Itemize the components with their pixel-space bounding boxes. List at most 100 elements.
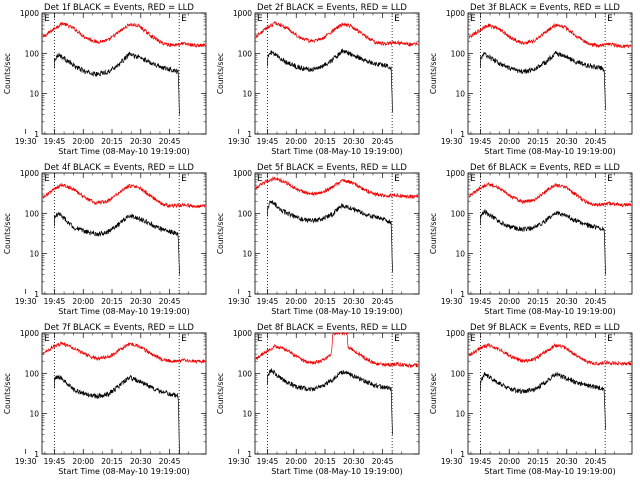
x-tick-label: 20:30 <box>343 457 365 466</box>
x-tick-label: 19:45 <box>470 137 492 146</box>
x-axis-label: Start Time (08-May-10 19:19:00) <box>484 467 615 476</box>
x-tick-label: 20:45 <box>585 297 607 306</box>
x-tick-label: 20:00 <box>498 137 520 146</box>
marker-label-left: E <box>257 334 263 344</box>
axis-box <box>41 12 207 135</box>
y-tick-label: 10 <box>455 250 465 259</box>
detector-panel-2: Det 2f BLACK = Events, RED = LLD 19:30 19:… <box>213 0 426 160</box>
axis-box <box>254 332 420 455</box>
x-axis-label: Start Time (08-May-10 19:19:00) <box>271 467 402 476</box>
x-tick-label: 20:45 <box>372 297 394 306</box>
x-tick-label: 20:15 <box>314 137 336 146</box>
x-axis-label: Start Time (08-May-10 19:19:00) <box>484 307 615 316</box>
detector-panel-4: Det 4f BLACK = Events, RED = LLD 19:30 19:… <box>0 160 213 320</box>
marker-label-right: E <box>607 174 613 184</box>
x-axis-label: Start Time (08-May-10 19:19:00) <box>58 307 189 316</box>
x-tick-label: 19:45 <box>257 137 279 146</box>
y-tick-label: 1000 <box>446 9 465 18</box>
y-tick-label: 100 <box>238 369 253 378</box>
x-tick-label: 20:45 <box>159 297 181 306</box>
marker-label-right: E <box>181 334 187 344</box>
axis-box <box>467 12 633 135</box>
x-tick-label: 19:45 <box>470 297 492 306</box>
detector-panel-svg: Det 1f BLACK = Events, RED = LLD 19:30 19:… <box>3 3 207 156</box>
events-series-line <box>54 374 180 455</box>
events-series-line <box>267 48 393 113</box>
detector-panel-7: Det 7f BLACK = Events, RED = LLD 19:30 19:… <box>0 320 213 480</box>
y-tick-label: 1000 <box>20 9 39 18</box>
axis-box <box>254 172 420 295</box>
y-tick-label: 1 <box>460 130 465 139</box>
y-tick-label: 10 <box>29 250 39 259</box>
y-axis-label: Counts/sec <box>216 373 225 414</box>
detector-panel-svg: Det 5f BLACK = Events, RED = LLD 19:30 19:… <box>216 163 420 316</box>
marker-label-left: E <box>470 14 476 24</box>
y-tick-label: 100 <box>451 209 466 218</box>
x-tick-label: 20:15 <box>527 457 549 466</box>
detector-panel-svg: Det 9f BLACK = Events, RED = LLD 19:30 19:… <box>429 323 633 476</box>
marker-label-right: E <box>394 174 400 184</box>
chart-title: Det 1f BLACK = Events, RED = LLD <box>44 3 194 13</box>
x-tick-label: 19:30 <box>15 297 37 306</box>
marker-label-left: E <box>257 174 263 184</box>
events-series-line <box>480 208 606 275</box>
x-tick-label: 20:00 <box>72 137 94 146</box>
y-axis-label: Counts/sec <box>216 213 225 254</box>
detector-panel-3: Det 3f BLACK = Events, RED = LLD 19:30 19:… <box>426 0 639 160</box>
chart-title: Det 7f BLACK = Events, RED = LLD <box>44 323 194 333</box>
marker-label-left: E <box>44 174 50 184</box>
x-tick-label: 20:30 <box>343 137 365 146</box>
detector-panel-1: Det 1f BLACK = Events, RED = LLD 19:30 19:… <box>0 0 213 160</box>
marker-label-right: E <box>181 14 187 24</box>
x-tick-label: 19:45 <box>44 457 66 466</box>
chart-title: Det 3f BLACK = Events, RED = LLD <box>470 3 620 13</box>
x-tick-label: 20:15 <box>101 137 123 146</box>
axis-box <box>254 12 420 135</box>
x-tick-label: 20:00 <box>72 297 94 306</box>
axis-box <box>41 172 207 295</box>
axis-box <box>41 332 207 455</box>
chart-title: Det 5f BLACK = Events, RED = LLD <box>257 163 407 173</box>
lld-series-line <box>255 20 419 48</box>
x-tick-label: 20:00 <box>285 137 307 146</box>
y-tick-label: 1 <box>460 450 465 459</box>
x-tick-label: 20:30 <box>130 457 152 466</box>
lld-series-line <box>42 21 206 49</box>
x-axis-label: Start Time (08-May-10 19:19:00) <box>271 307 402 316</box>
y-tick-label: 1000 <box>233 9 252 18</box>
chart-title: Det 2f BLACK = Events, RED = LLD <box>257 3 407 13</box>
x-tick-label: 20:15 <box>527 297 549 306</box>
detector-panel-8: Det 8f BLACK = Events, RED = LLD 19:30 19:… <box>213 320 426 480</box>
axis-box <box>467 332 633 455</box>
x-tick-label: 19:30 <box>441 457 463 466</box>
y-tick-label: 100 <box>25 49 40 58</box>
chart-title: Det 6f BLACK = Events, RED = LLD <box>470 163 620 173</box>
events-series-line <box>267 368 393 435</box>
x-tick-label: 19:45 <box>257 457 279 466</box>
x-tick-label: 20:45 <box>585 457 607 466</box>
x-axis-label: Start Time (08-May-10 19:19:00) <box>484 147 615 156</box>
x-tick-label: 20:45 <box>159 137 181 146</box>
lld-series-line <box>42 183 206 209</box>
x-tick-label: 19:30 <box>15 137 37 146</box>
y-tick-label: 100 <box>238 209 253 218</box>
y-tick-label: 1 <box>247 450 252 459</box>
x-tick-label: 20:45 <box>159 457 181 466</box>
x-tick-label: 20:15 <box>314 457 336 466</box>
y-tick-label: 10 <box>455 90 465 99</box>
x-tick-label: 20:30 <box>343 297 365 306</box>
y-tick-label: 1 <box>460 290 465 299</box>
x-tick-label: 20:15 <box>101 457 123 466</box>
x-tick-label: 20:45 <box>585 137 607 146</box>
x-tick-label: 19:30 <box>15 457 37 466</box>
x-tick-label: 19:30 <box>228 457 250 466</box>
marker-label-left: E <box>44 334 50 344</box>
y-tick-label: 1000 <box>233 329 252 338</box>
lld-series-line <box>468 342 632 366</box>
y-tick-label: 1 <box>34 450 39 459</box>
lld-series-line <box>255 176 419 200</box>
y-axis-label: Counts/sec <box>216 53 225 94</box>
y-axis-label: Counts/sec <box>3 53 12 94</box>
detector-panel-svg: Det 7f BLACK = Events, RED = LLD 19:30 19:… <box>3 323 207 476</box>
